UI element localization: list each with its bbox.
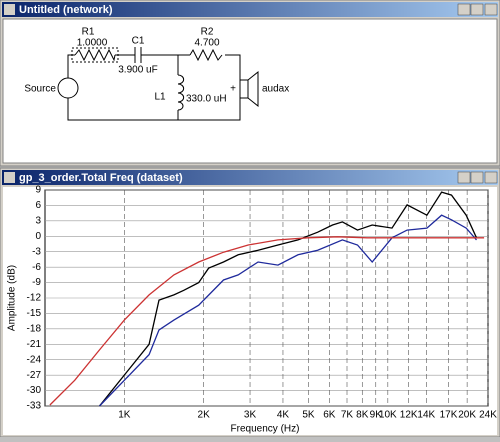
y-axis-label: Amplitude (dB) [7, 265, 18, 331]
component-label: R1 [82, 27, 95, 38]
x-tick-label: 9K [370, 410, 383, 421]
maximize-button[interactable] [470, 171, 484, 184]
x-tick-label: 10K [379, 410, 397, 421]
y-tick-label: -21 [27, 339, 42, 350]
component-value: 3.900 uF [118, 65, 157, 76]
x-tick-label: 2K [198, 410, 211, 421]
x-tick-label: 7K [341, 410, 354, 421]
y-tick-label: -6 [32, 262, 41, 273]
y-tick-label: -15 [27, 308, 42, 319]
y-tick-label: -24 [27, 354, 42, 365]
x-tick-label: 17K [440, 410, 458, 421]
y-tick-label: -33 [27, 401, 42, 412]
x-tick-label: 12K [400, 410, 418, 421]
y-tick-label: -3 [32, 246, 41, 257]
x-tick-label: 1K [118, 410, 131, 421]
component-value: 1.0000 [77, 38, 108, 49]
component-label: L1 [154, 92, 166, 103]
y-tick-label: -18 [27, 323, 42, 334]
x-tick-label: 8K [356, 410, 369, 421]
series-line [99, 214, 477, 407]
x-tick-label: 3K [244, 410, 257, 421]
component-value: 330.0 uH [186, 94, 227, 105]
maximize-button[interactable] [470, 3, 484, 16]
window-title: gp_3_order.Total Freq (dataset) [19, 172, 183, 184]
window-icon [4, 4, 15, 15]
series-line [98, 191, 478, 407]
component-label: C1 [132, 36, 145, 47]
circuit [57, 47, 259, 121]
canvas [2, 18, 498, 164]
title-bar [2, 2, 498, 17]
x-tick-label: 14K [417, 410, 435, 421]
x-tick-label: 4K [277, 410, 290, 421]
component-value: 4.700 [194, 38, 219, 49]
x-tick-label: 24K [479, 410, 497, 421]
close-button[interactable] [484, 171, 498, 184]
x-tick-label: 6K [323, 410, 336, 421]
x-axis-label: Frequency (Hz) [231, 424, 300, 435]
y-tick-label: 3 [35, 215, 41, 226]
close-button[interactable] [484, 3, 498, 16]
y-tick-label: -9 [32, 277, 41, 288]
minimize-button[interactable] [457, 171, 471, 184]
window-icon [4, 172, 15, 183]
y-tick-label: -30 [27, 385, 42, 396]
y-tick-label: -27 [27, 370, 42, 381]
series-line [49, 236, 485, 406]
plot: 9 6 3 0 -3 -6 -9 -12 -15 -18 -21 -24 -27 -30 -33 1K 2K 3K… [27, 185, 498, 421]
speaker-label: audax [262, 84, 289, 95]
component-label: R2 [201, 27, 214, 38]
x-tick-label: 5K [302, 410, 315, 421]
y-tick-label: -12 [27, 293, 42, 304]
y-tick-label: 0 [35, 231, 41, 242]
polarity-label: + [230, 84, 236, 95]
minimize-button[interactable] [457, 3, 471, 16]
x-tick-label: 20K [458, 410, 476, 421]
y-tick-label: 9 [35, 185, 41, 196]
network-window: Untitled (network) R1 1.0000 C1 3.900 uF… [0, 0, 500, 167]
source-label: Source [24, 84, 56, 95]
title-bar [2, 170, 498, 185]
window-title: Untitled (network) [19, 4, 113, 16]
y-tick-label: 6 [35, 200, 41, 211]
